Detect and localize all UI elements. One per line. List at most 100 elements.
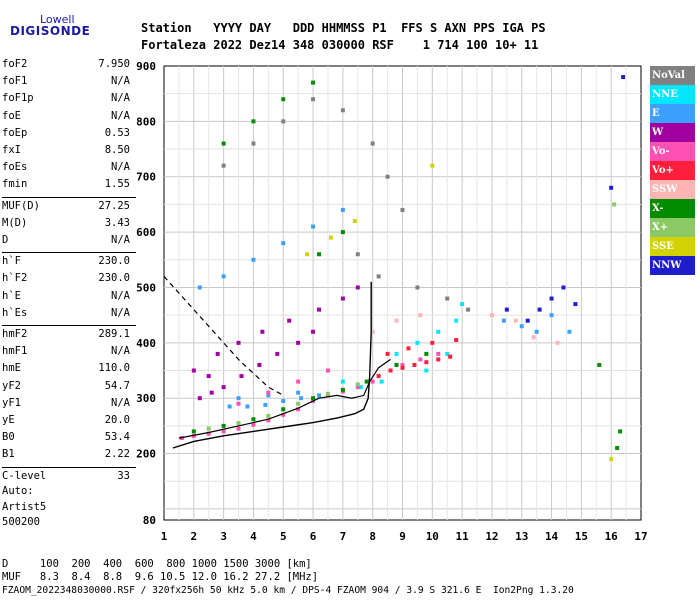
data-point xyxy=(296,340,301,345)
param-value: 289.1 xyxy=(98,328,130,340)
data-point xyxy=(519,324,524,329)
data-point xyxy=(567,329,572,334)
data-point xyxy=(430,163,435,168)
x-tick-label: 14 xyxy=(545,530,559,543)
data-point xyxy=(376,274,381,279)
data-point xyxy=(328,235,333,240)
data-point xyxy=(358,385,363,390)
data-point xyxy=(281,398,286,403)
param-row: yF2 54.7 xyxy=(2,380,134,397)
data-point xyxy=(376,374,381,379)
param-row: yE 20.0 xyxy=(2,414,134,431)
data-point xyxy=(355,385,360,390)
data-point xyxy=(191,368,196,373)
data-point xyxy=(430,340,435,345)
data-point xyxy=(537,307,542,312)
data-point xyxy=(355,382,360,387)
param-row: foEp 0.53 xyxy=(2,127,134,144)
data-point xyxy=(281,407,286,412)
data-point xyxy=(394,351,399,356)
data-point xyxy=(445,296,450,301)
param-label: D xyxy=(2,234,9,246)
data-point xyxy=(257,362,262,367)
data-point xyxy=(621,75,626,80)
param-value: N/A xyxy=(111,109,130,122)
data-point xyxy=(340,296,345,301)
param-label: foF1p xyxy=(2,92,34,105)
data-point xyxy=(281,119,286,124)
param-row: fmin 1.55 xyxy=(2,178,134,195)
param-label: hmF2 xyxy=(2,328,28,340)
data-point xyxy=(379,379,384,384)
data-point xyxy=(531,335,536,340)
data-point xyxy=(236,340,241,345)
data-point xyxy=(385,174,390,179)
param-value: N/A xyxy=(111,396,130,409)
data-point xyxy=(317,252,322,257)
footer-distance-line: D 100 200 400 600 800 1000 1500 3000 [km… xyxy=(2,558,312,570)
data-point xyxy=(251,422,256,427)
x-tick-label: 4 xyxy=(250,530,257,543)
footer-muf-line: MUF 8.3 8.4 8.8 9.6 10.5 12.0 16.2 27.2 … xyxy=(2,571,319,583)
data-point xyxy=(251,119,256,124)
data-point xyxy=(400,362,405,367)
data-point xyxy=(236,426,241,431)
param-value: N/A xyxy=(111,75,130,88)
legend-entry-nne: NNE xyxy=(650,85,695,104)
param-value: 53.4 xyxy=(104,431,130,444)
param-label: yF1 xyxy=(2,396,21,409)
header-line-1: Station YYYY DAY DDD HHMMSS P1 FFS S AXN… xyxy=(141,21,546,35)
legend-entry-vo-: Vo- xyxy=(650,142,695,161)
x-tick-label: 5 xyxy=(280,530,287,543)
data-point xyxy=(311,396,316,401)
auto-artist: Artist5 xyxy=(2,501,47,513)
param-row: foE N/A xyxy=(2,110,134,127)
trace-curve xyxy=(178,358,391,439)
data-point xyxy=(400,207,405,212)
param-row: foF2 7.950 xyxy=(2,58,134,75)
data-point xyxy=(415,340,420,345)
param-label: foEp xyxy=(2,126,28,139)
data-point xyxy=(325,391,330,396)
data-point xyxy=(221,274,226,279)
param-value: N/A xyxy=(111,306,130,319)
data-point xyxy=(385,351,390,356)
data-point xyxy=(340,207,345,212)
header-line-2: Fortaleza 2022 Dez14 348 030000 RSF 1 71… xyxy=(141,38,539,52)
data-point xyxy=(275,351,280,356)
data-point xyxy=(549,296,554,301)
y-tick-label: 300 xyxy=(136,392,156,405)
param-value: 0.53 xyxy=(104,126,130,139)
data-point xyxy=(436,329,441,334)
data-point xyxy=(266,418,271,423)
param-separator xyxy=(2,466,136,468)
data-point xyxy=(504,307,509,312)
param-value: 1.55 xyxy=(104,178,130,191)
data-point xyxy=(191,429,196,434)
data-point xyxy=(394,318,399,323)
logo-digisonde-text: DIGISONDE xyxy=(10,24,91,38)
data-point xyxy=(227,404,232,409)
data-point xyxy=(239,374,244,379)
data-point xyxy=(311,80,316,85)
x-tick-label: 9 xyxy=(399,530,406,543)
param-value: N/A xyxy=(111,345,130,358)
param-separator xyxy=(2,325,136,326)
param-row: fxI 8.50 xyxy=(2,144,134,161)
param-value: 20.0 xyxy=(104,414,130,426)
legend-entry-x-: X- xyxy=(650,199,695,218)
auto-code: 500200 xyxy=(2,516,40,528)
param-row: B0 53.4 xyxy=(2,431,134,448)
x-tick-label: 13 xyxy=(515,530,528,543)
data-point xyxy=(209,390,214,395)
param-value: 230.0 xyxy=(98,272,130,285)
data-point xyxy=(460,302,465,307)
data-point xyxy=(615,446,620,451)
data-point xyxy=(364,379,369,384)
y-tick-label: 200 xyxy=(136,448,156,461)
legend-entry-sse: SSE xyxy=(650,237,695,256)
data-point xyxy=(415,285,420,290)
data-point xyxy=(394,362,399,367)
data-point xyxy=(418,313,423,318)
data-point xyxy=(370,379,375,384)
